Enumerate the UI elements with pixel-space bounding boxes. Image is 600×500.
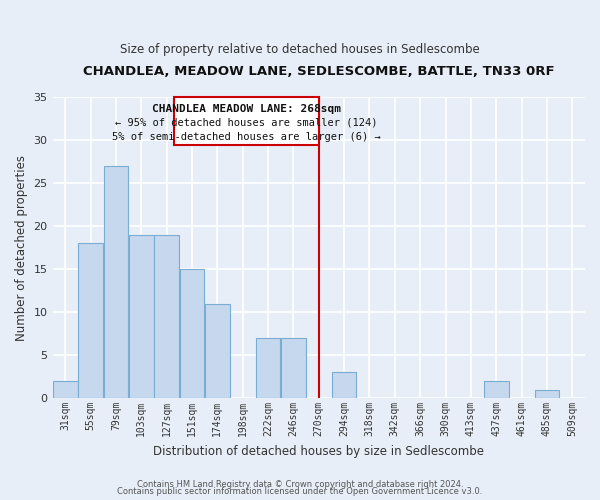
Bar — [53, 381, 77, 398]
X-axis label: Distribution of detached houses by size in Sedlescombe: Distribution of detached houses by size … — [153, 444, 484, 458]
Text: CHANDLEA MEADOW LANE: 268sqm: CHANDLEA MEADOW LANE: 268sqm — [152, 104, 341, 114]
Bar — [281, 338, 306, 398]
Bar — [535, 390, 559, 398]
Text: 5% of semi-detached houses are larger (6) →: 5% of semi-detached houses are larger (6… — [112, 132, 381, 141]
Bar — [78, 244, 103, 398]
Bar — [484, 381, 509, 398]
Text: ← 95% of detached houses are smaller (124): ← 95% of detached houses are smaller (12… — [115, 118, 378, 128]
Bar — [179, 269, 204, 398]
Bar — [174, 97, 319, 144]
Bar — [129, 235, 154, 398]
Title: CHANDLEA, MEADOW LANE, SEDLESCOMBE, BATTLE, TN33 0RF: CHANDLEA, MEADOW LANE, SEDLESCOMBE, BATT… — [83, 65, 554, 78]
Bar — [256, 338, 280, 398]
Bar — [332, 372, 356, 398]
Bar — [205, 304, 230, 398]
Bar — [104, 166, 128, 398]
Text: Contains public sector information licensed under the Open Government Licence v3: Contains public sector information licen… — [118, 487, 482, 496]
Y-axis label: Number of detached properties: Number of detached properties — [15, 154, 28, 340]
Text: Size of property relative to detached houses in Sedlescombe: Size of property relative to detached ho… — [120, 42, 480, 56]
Text: Contains HM Land Registry data © Crown copyright and database right 2024.: Contains HM Land Registry data © Crown c… — [137, 480, 463, 489]
Bar — [154, 235, 179, 398]
